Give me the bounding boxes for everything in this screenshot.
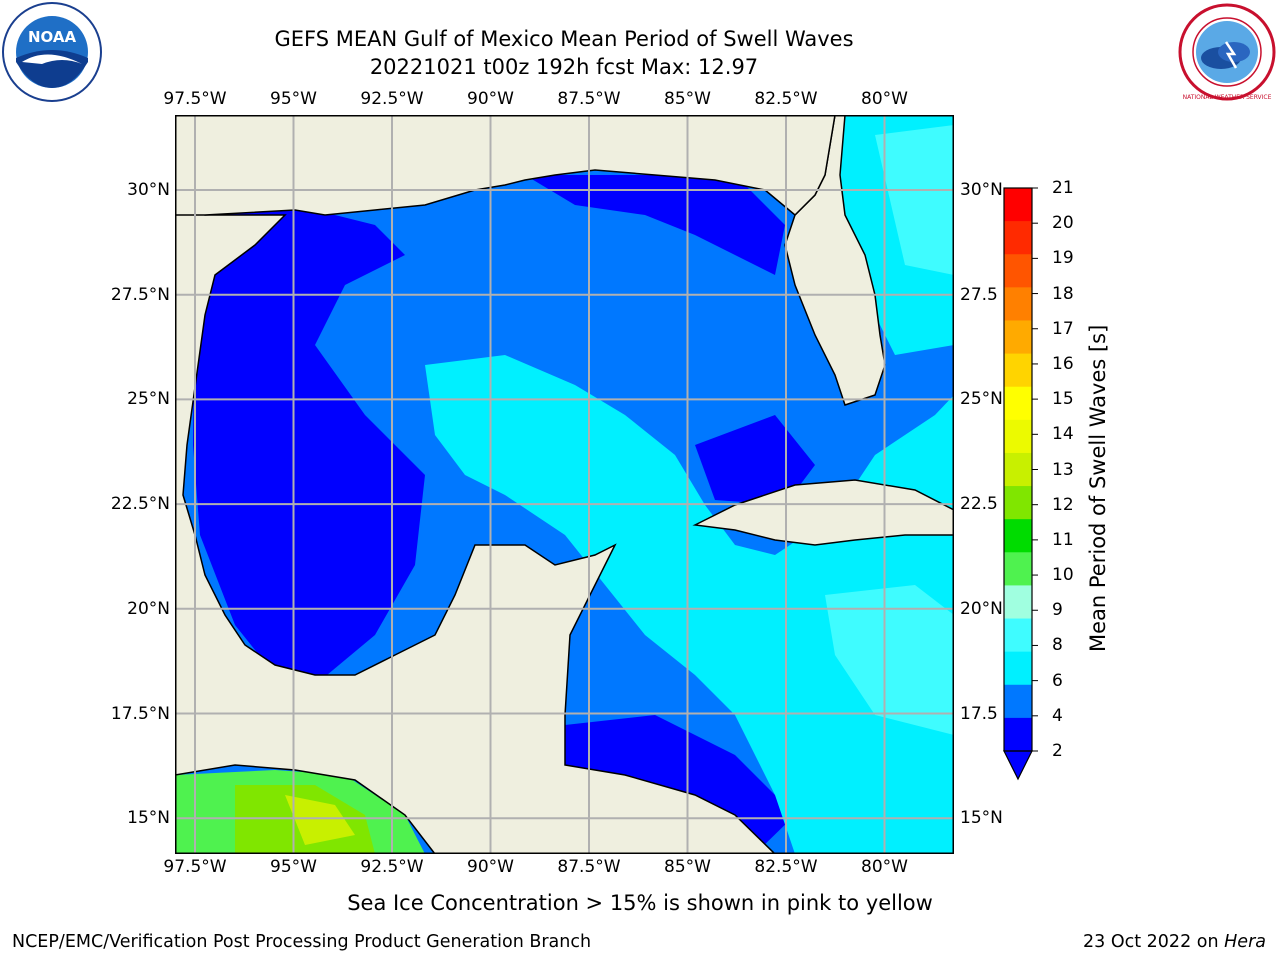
- colorbar-segment: [1004, 651, 1032, 686]
- colorbar-tick-label: 18: [1052, 283, 1074, 304]
- light-cyan-patch-atlantic: [875, 125, 954, 275]
- colorbar-tick-label: 2: [1052, 741, 1063, 761]
- colorbar-segment: [1004, 618, 1032, 653]
- lat-tick-right: 20°N: [960, 598, 1003, 619]
- colorbar-label: Mean Period of Swell Waves [s]: [1086, 324, 1110, 652]
- colorbar-tick-label: 8: [1052, 635, 1063, 656]
- colorbar-tick-label: 14: [1052, 424, 1074, 445]
- lat-tick-left: 22.5°N: [110, 494, 170, 515]
- colorbar-tick-label: 6: [1052, 670, 1063, 691]
- colorbar-segment: [1004, 320, 1032, 355]
- credit-text: NCEP/EMC/Verification Post Processing Pr…: [12, 932, 592, 952]
- colorbar-tick-label: 19: [1052, 248, 1074, 269]
- title-line-1: GEFS MEAN Gulf of Mexico Mean Period of …: [274, 27, 854, 51]
- map-frame: [175, 115, 954, 854]
- colorbar-tick-label: 21: [1052, 178, 1074, 198]
- map-panel: [174, 114, 955, 855]
- colorbar-segment: [1004, 552, 1032, 586]
- nws-logo: NATIONAL WEATHER SERVICE: [1176, 2, 1278, 102]
- light-cyan-patch-caribbean: [825, 585, 954, 735]
- lon-tick-bottom: 90°W: [467, 857, 514, 877]
- colorbar-tick-label: 13: [1052, 459, 1074, 480]
- lat-tick-left: 25°N: [127, 389, 170, 410]
- lon-tick-top: 90°W: [467, 89, 514, 109]
- colorbar-tick-label: 4: [1052, 705, 1063, 726]
- colorbar-segment: [1004, 221, 1032, 255]
- lon-tick-bottom: 82.5°W: [754, 857, 818, 877]
- nws-logo-text: NATIONAL WEATHER SERVICE: [1183, 94, 1272, 101]
- lon-tick-bottom: 85°W: [664, 857, 711, 877]
- date-stamp: 23 Oct 2022 on Hera: [1083, 932, 1266, 952]
- lat-tick-right: 22.5: [960, 494, 998, 515]
- colorbar-segment: [1004, 188, 1032, 222]
- lon-tick-top: 82.5°W: [754, 89, 818, 109]
- lon-tick-bottom: 97.5°W: [163, 857, 227, 877]
- colorbar-segment: [1004, 684, 1032, 719]
- lon-tick-top: 97.5°W: [163, 89, 227, 109]
- colorbar-segment: [1004, 287, 1032, 321]
- lon-tick-top: 87.5°W: [557, 89, 621, 109]
- lat-tick-right: 25°N: [960, 389, 1003, 410]
- colorbar-segment: [1004, 486, 1032, 520]
- lon-tick-top: 80°W: [861, 89, 908, 109]
- colorbar-segment: [1004, 717, 1032, 752]
- lon-tick-bottom: 80°W: [861, 857, 908, 877]
- colorbar-segment: [1004, 519, 1032, 553]
- lat-tick-left: 20°N: [127, 598, 170, 619]
- colorbar: [1000, 185, 1050, 785]
- lat-tick-left: 15°N: [127, 808, 170, 829]
- max-zone-pacific: [285, 795, 355, 845]
- lon-tick-bottom: 92.5°W: [360, 857, 424, 877]
- colorbar-segment: [1004, 254, 1032, 288]
- lat-tick-left: 30°N: [127, 180, 170, 200]
- lat-tick-right: 17.5: [960, 703, 998, 724]
- lat-tick-right: 27.5: [960, 284, 998, 305]
- lon-tick-top: 85°W: [664, 89, 711, 109]
- title-line-2: 20221021 t00z 192h fcst Max: 12.97: [369, 55, 759, 79]
- lon-tick-top: 92.5°W: [360, 89, 424, 109]
- dark-blue-zone-west: [193, 205, 425, 685]
- cyan-zone-central: [425, 355, 954, 854]
- colorbar-segment: [1004, 386, 1032, 421]
- noaa-logo: NOAA: [2, 2, 102, 102]
- colorbar-segment: [1004, 419, 1032, 454]
- lat-tick-left: 17.5°N: [110, 703, 170, 724]
- colorbar-tick-label: 9: [1052, 600, 1063, 621]
- machine-name: Hera: [1224, 932, 1266, 952]
- swell-period-map: [174, 114, 955, 855]
- colorbar-tick-label: 20: [1052, 213, 1074, 234]
- gridlines: [175, 115, 954, 854]
- colorbar-segment: [1004, 452, 1032, 487]
- sea-ice-note: Sea Ice Concentration > 15% is shown in …: [347, 891, 933, 915]
- colorbar-tick-label: 10: [1052, 565, 1074, 586]
- colorbar-tick-label: 16: [1052, 353, 1074, 374]
- lat-tick-right: 30°N: [960, 180, 1003, 200]
- date-text: 23 Oct 2022 on: [1083, 932, 1225, 952]
- colorbar-tick-label: 15: [1052, 389, 1074, 410]
- lat-tick-right: 15°N: [960, 808, 1003, 829]
- colorbar-under-arrow: [1003, 750, 1033, 781]
- colorbar-segment: [1004, 585, 1032, 620]
- lon-tick-bottom: 87.5°W: [557, 857, 621, 877]
- colorbar-tick-label: 11: [1052, 529, 1074, 550]
- colorbar-segment: [1004, 353, 1032, 388]
- colorbar-tick-label: 12: [1052, 494, 1074, 515]
- colorbar-tick-label: 17: [1052, 318, 1074, 339]
- lat-tick-left: 27.5°N: [110, 284, 170, 305]
- lon-tick-bottom: 95°W: [270, 857, 317, 877]
- noaa-logo-text: NOAA: [28, 28, 77, 46]
- lon-tick-top: 95°W: [270, 89, 317, 109]
